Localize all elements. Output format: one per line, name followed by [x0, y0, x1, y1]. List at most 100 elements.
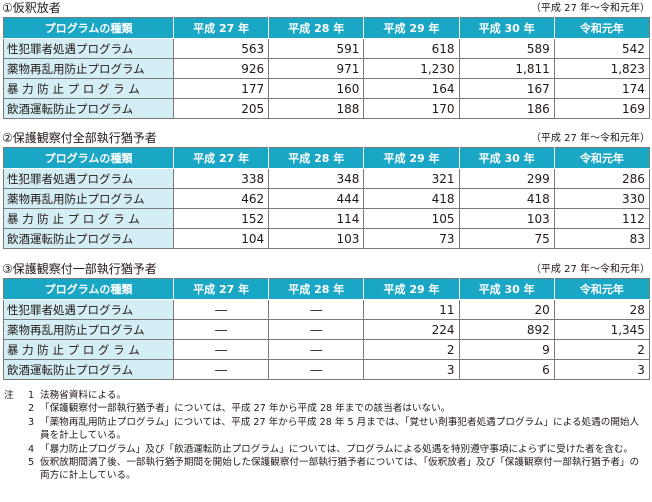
table-header-row: プログラムの種類 平成 27 年 平成 28 年 平成 29 年 平成 30 年… [3, 17, 650, 39]
table-cell: 152 [172, 208, 270, 229]
table-header-row: プログラムの種類 平成 27 年 平成 28 年 平成 29 年 平成 30 年… [3, 278, 650, 300]
column-header: 平成 28 年 [268, 278, 365, 300]
column-header: 令和元年 [553, 278, 650, 300]
table-row: 飲酒運転防止プログラム 104 103 73 75 83 [3, 228, 650, 249]
column-header: 平成 29 年 [363, 278, 460, 300]
table-cell: 170 [363, 98, 460, 119]
table-cell: 28 [553, 299, 650, 320]
table-cell: 589 [458, 38, 555, 59]
footnote-text: 「薬物再乱用防止プログラム」については、平成 27 年から平成 28 年 5 月… [40, 416, 640, 442]
footnote-number: 4 [27, 443, 35, 455]
footnotes: 注 1 法務省資料による。 2 「保護観察付一部執行猶予者」については、平成 2… [4, 389, 648, 483]
table-cell: 563 [172, 38, 270, 59]
column-header: 平成 27 年 [172, 147, 270, 169]
footnote: 5 仮釈放期間満了後、一部執行猶予期間を開始した保護観察付一部執行猶予者について… [4, 456, 648, 483]
footnote-number: 2 [27, 403, 35, 415]
table-cell: 3 [363, 359, 460, 380]
footnote-number: 3 [27, 416, 35, 428]
table-cell: 1,345 [553, 319, 650, 340]
row-label: 飲酒運転防止プログラム [3, 228, 174, 249]
footnote-number: 5 [27, 457, 35, 469]
row-label: 薬物再乱用防止プログラム [3, 319, 174, 340]
table-cell: 1,230 [363, 58, 460, 79]
table-cell: 3 [553, 359, 650, 380]
table-cell: ― [172, 359, 270, 380]
footnote: 注 1 法務省資料による。 [4, 389, 648, 402]
table-cell: 971 [268, 58, 365, 79]
table-cell: 114 [268, 208, 365, 229]
footnote: 2 「保護観察付一部執行猶予者」については、平成 27 年から平成 28 年まで… [4, 402, 648, 415]
table-cell: 160 [268, 78, 365, 99]
table-cell: 83 [553, 228, 650, 249]
table-cell: 104 [172, 228, 270, 249]
table-row: 暴 力 防 止 プ ロ グ ラ ム 177 160 164 167 174 [3, 78, 650, 99]
table-cell: 418 [363, 188, 460, 209]
table-cell: 205 [172, 98, 270, 119]
footnote-number: 1 [27, 390, 35, 401]
table-cell: 105 [363, 208, 460, 229]
column-header: 平成 27 年 [172, 278, 270, 300]
row-label: 飲酒運転防止プログラム [3, 359, 174, 380]
table-cell: 926 [172, 58, 270, 79]
footnote: 4 「暴力防止プログラム」及び「飲酒運転防止プログラム」については、プログラムに… [4, 443, 648, 456]
row-label: 性犯罪者処遇プログラム [3, 168, 174, 189]
section-title: ①仮釈放者 [2, 1, 61, 15]
column-header: プログラムの種類 [3, 17, 174, 39]
table-cell: 444 [268, 188, 365, 209]
table-cell: 177 [172, 78, 270, 99]
row-label: 薬物再乱用防止プログラム [3, 58, 174, 79]
section-title: ②保護観察付全部執行猶予者 [2, 131, 157, 145]
table-cell: 169 [553, 98, 650, 119]
section-period: （平成 27 年～令和元年） [530, 3, 650, 14]
table-cell: 11 [363, 299, 460, 320]
table-cell: ― [268, 339, 365, 360]
table-row: 暴 力 防 止 プ ロ グ ラ ム 152 114 105 103 112 [3, 208, 650, 229]
table-cell: 6 [458, 359, 555, 380]
row-label: 飲酒運転防止プログラム [3, 98, 174, 119]
table-row: 性犯罪者処遇プログラム 338 348 321 299 286 [3, 168, 650, 189]
section-header: ①仮釈放者 （平成 27 年～令和元年） [0, 0, 652, 17]
program-table: プログラムの種類 平成 27 年 平成 28 年 平成 29 年 平成 30 年… [3, 278, 650, 380]
row-label: 薬物再乱用防止プログラム [3, 188, 174, 209]
table-cell: 188 [268, 98, 365, 119]
table-cell: 112 [553, 208, 650, 229]
footnote-text: 「保護観察付一部執行猶予者」については、平成 27 年から平成 28 年までの該… [40, 403, 451, 415]
footnote: 3 「薬物再乱用防止プログラム」については、平成 27 年から平成 28 年 5… [4, 416, 648, 443]
table-cell: 103 [268, 228, 365, 249]
section-header: ②保護観察付全部執行猶予者 （平成 27 年～令和元年） [0, 130, 652, 147]
table-cell: 167 [458, 78, 555, 99]
table-row: 暴 力 防 止 プ ロ グ ラ ム ― ― 2 9 2 [3, 339, 650, 360]
program-table: プログラムの種類 平成 27 年 平成 28 年 平成 29 年 平成 30 年… [3, 147, 650, 249]
row-label: 暴 力 防 止 プ ロ グ ラ ム [3, 78, 174, 99]
table-cell: 174 [553, 78, 650, 99]
table-cell: 224 [363, 319, 460, 340]
table-row: 性犯罪者処遇プログラム ― ― 11 20 28 [3, 299, 650, 320]
table-cell: 618 [363, 38, 460, 59]
table-cell: 348 [268, 168, 365, 189]
table-cell: 1,823 [553, 58, 650, 79]
table-cell: 73 [363, 228, 460, 249]
table-cell: ― [268, 319, 365, 340]
section-full-suspension: ②保護観察付全部執行猶予者 （平成 27 年～令和元年） プログラムの種類 平成… [0, 130, 652, 249]
table-row: 薬物再乱用防止プログラム 462 444 418 418 330 [3, 188, 650, 209]
column-header: 令和元年 [553, 17, 650, 39]
section-period: （平成 27 年～令和元年） [530, 133, 650, 144]
section-partial-suspension: ③保護観察付一部執行猶予者 （平成 27 年～令和元年） プログラムの種類 平成… [0, 261, 652, 380]
table-cell: 330 [553, 188, 650, 209]
table-cell: 321 [363, 168, 460, 189]
column-header: 平成 28 年 [268, 17, 365, 39]
table-cell: 103 [458, 208, 555, 229]
column-header: 平成 30 年 [458, 147, 555, 169]
table-cell: ― [268, 299, 365, 320]
table-cell: 186 [458, 98, 555, 119]
section-period: （平成 27 年～令和元年） [530, 264, 650, 275]
table-cell: 164 [363, 78, 460, 99]
table-cell: 20 [458, 299, 555, 320]
row-label: 暴 力 防 止 プ ロ グ ラ ム [3, 208, 174, 229]
section-parolees: ①仮釈放者 （平成 27 年～令和元年） プログラムの種類 平成 27 年 平成… [0, 0, 652, 119]
column-header: 平成 29 年 [363, 147, 460, 169]
table-row: 薬物再乱用防止プログラム ― ― 224 892 1,345 [3, 319, 650, 340]
row-label: 性犯罪者処遇プログラム [3, 38, 174, 59]
column-header: 平成 30 年 [458, 17, 555, 39]
footnote-text: 「暴力防止プログラム」及び「飲酒運転防止プログラム」については、プログラムによる… [40, 443, 633, 455]
